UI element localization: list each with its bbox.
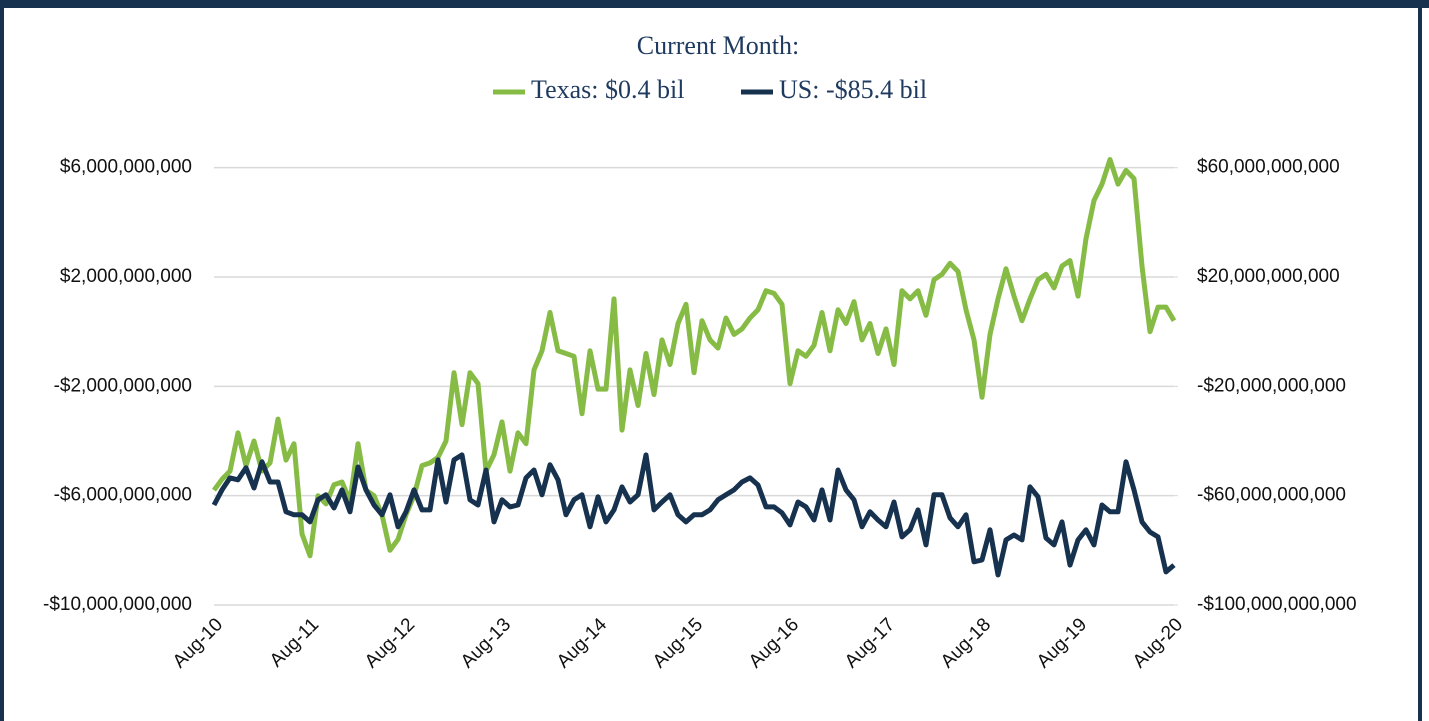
x-tick-label: Aug-17 — [841, 614, 899, 672]
left-border — [0, 0, 4, 721]
x-tick-label: Aug-19 — [1033, 614, 1091, 672]
legend-label: Texas: $0.4 bil — [531, 75, 684, 104]
x-tick-label: Aug-15 — [649, 614, 707, 672]
y2-tick-label: $60,000,000,000 — [1197, 157, 1340, 178]
y-tick-label: $2,000,000,000 — [60, 266, 192, 287]
y-tick-label: $6,000,000,000 — [60, 157, 192, 178]
x-tick-label: Aug-18 — [937, 614, 995, 672]
series-line — [211, 157, 1177, 559]
chart-title: Current Month: — [637, 31, 800, 60]
y2-tick-label: $20,000,000,000 — [1197, 266, 1340, 287]
y-tick-label: -$10,000,000,000 — [43, 594, 192, 615]
y-tick-label: -$2,000,000,000 — [54, 375, 192, 396]
legend-label: US: -$85.4 bil — [779, 75, 927, 104]
series-line — [211, 452, 1176, 578]
x-tick-label: Aug-13 — [457, 614, 515, 672]
y-tick-label: -$6,000,000,000 — [54, 485, 192, 506]
x-tick-label: Aug-10 — [169, 614, 227, 672]
y2-tick-label: -$20,000,000,000 — [1197, 375, 1346, 396]
x-tick-label: Aug-16 — [745, 614, 803, 672]
x-tick-label: Aug-11 — [266, 614, 323, 671]
x-tick-label: Aug-12 — [361, 614, 419, 672]
x-tick-label: Aug-14 — [553, 614, 611, 672]
y2-tick-label: -$60,000,000,000 — [1197, 485, 1346, 506]
y2-tick-label: -$100,000,000,000 — [1197, 594, 1357, 615]
x-tick-label: Aug-20 — [1129, 614, 1187, 672]
right-border — [1418, 0, 1422, 721]
top-border — [0, 0, 1429, 8]
